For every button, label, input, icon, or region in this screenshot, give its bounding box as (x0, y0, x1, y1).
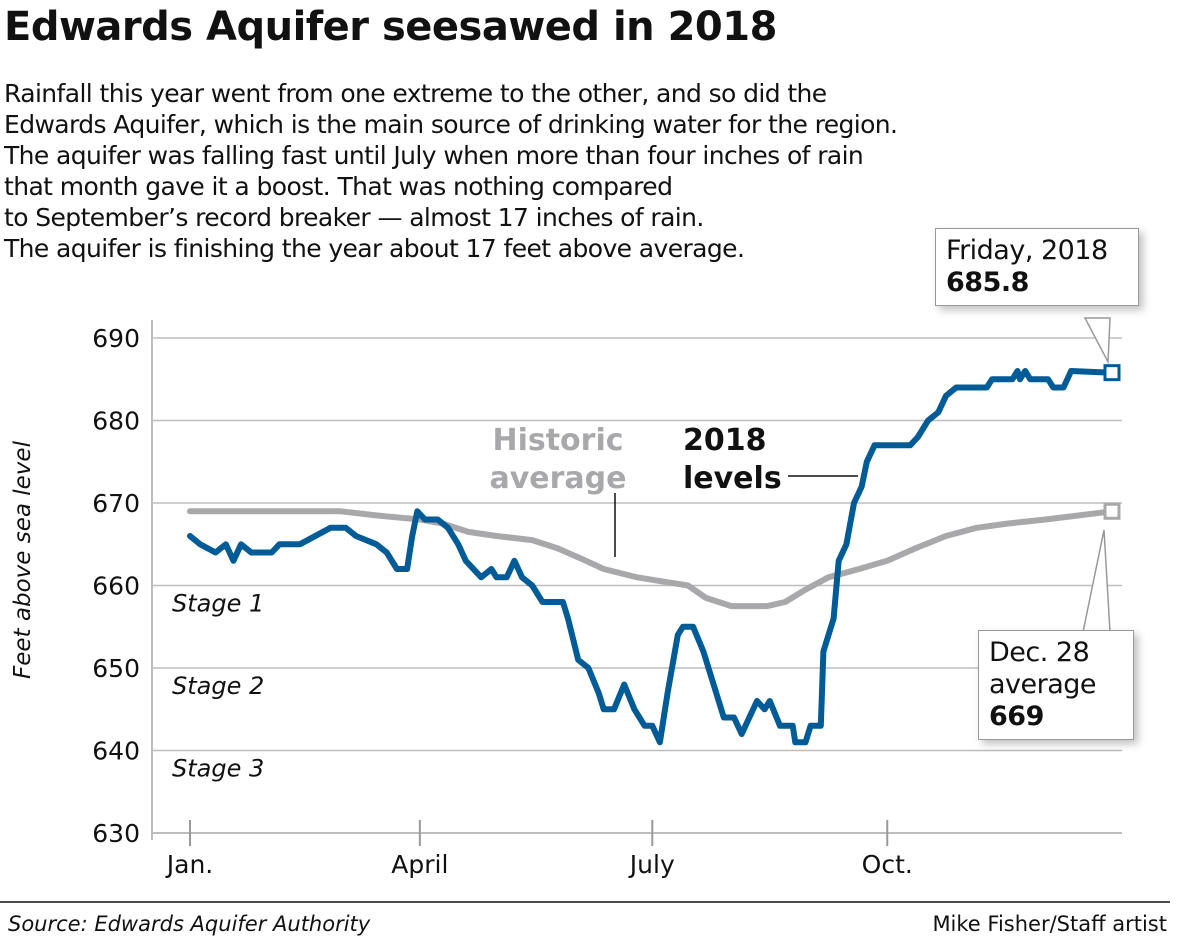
x-tick-label: Oct. (862, 850, 913, 879)
y-tick-label: 660 (92, 572, 140, 601)
subtitle-line: that month gave it a boost. That was not… (4, 172, 673, 201)
end-marker (1103, 502, 1121, 520)
credit: Mike Fisher/Staff artist (932, 912, 1167, 936)
annotation-2018-line1: 2018 (683, 423, 767, 458)
x-tick-label: April (391, 850, 448, 879)
chart-subtitle: Rainfall this year went from one extreme… (4, 78, 1124, 264)
subtitle-line: The aquifer is finishing the year about … (4, 234, 745, 263)
subtitle-line: Rainfall this year went from one extreme… (4, 79, 827, 108)
callout-date: Dec. 28 (989, 637, 1090, 668)
series-line-2018-levels (187, 368, 1115, 746)
stage-label: Stage 2 (172, 672, 264, 700)
subtitle-line: The aquifer was falling fast until July … (4, 141, 864, 170)
end-marker (1103, 364, 1121, 382)
chart-title: Edwards Aquifer seesawed in 2018 (4, 4, 777, 50)
callout-date: Friday, 2018 (946, 235, 1108, 266)
callout-label: average (989, 669, 1097, 700)
y-tick-label: 680 (92, 407, 140, 436)
y-tick-label: 690 (92, 324, 140, 353)
callout-value: 669 (989, 701, 1044, 732)
y-tick-label: 630 (92, 819, 140, 848)
annotation-2018-line2: levels (683, 461, 782, 496)
callout-value: 685.8 (946, 267, 1029, 298)
y-tick-label: 640 (92, 737, 140, 766)
x-tick-label: Jan. (165, 850, 213, 879)
stage-label: Stage 3 (172, 755, 264, 783)
y-axis-label: Feet above sea level (10, 440, 36, 679)
latest-value-callout: Friday, 2018 685.8 (935, 228, 1139, 306)
source-note: Source: Edwards Aquifer Authority (8, 912, 371, 936)
subtitle-line: Edwards Aquifer, which is the main sourc… (4, 110, 898, 139)
x-tick-label: July (628, 850, 675, 879)
y-tick-label: 650 (92, 654, 140, 683)
annotation-historic-line1: Historic (492, 423, 623, 458)
y-tick-label: 670 (92, 489, 140, 518)
callout-pointer (1082, 529, 1111, 633)
stage-label: Stage 1 (172, 590, 264, 618)
subtitle-line: to September’s record breaker — almost 1… (4, 203, 704, 232)
series-line-historic-average (187, 508, 1115, 610)
annotation-historic-line2: average (489, 461, 626, 496)
callout-pointer (1083, 317, 1111, 365)
average-callout: Dec. 28 average 669 (978, 630, 1134, 740)
